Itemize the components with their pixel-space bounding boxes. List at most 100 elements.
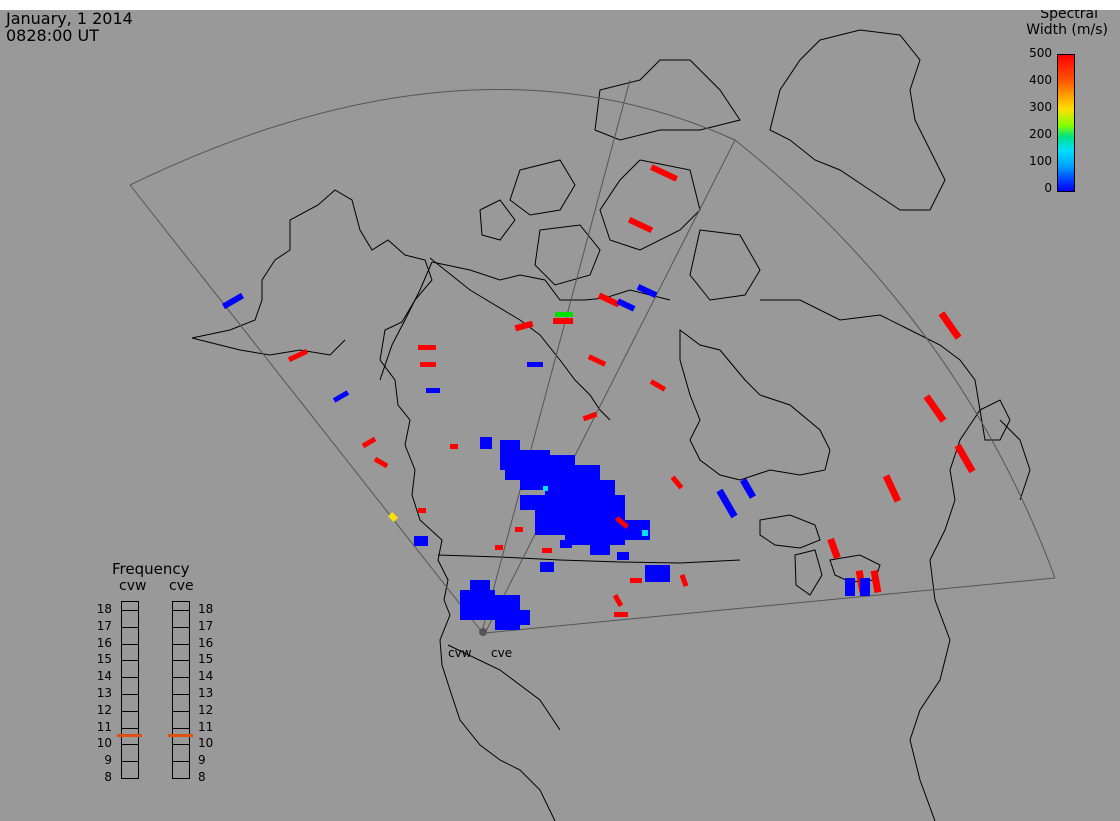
radar-echoes [221,164,976,630]
frequency-gridline [121,660,138,662]
echo-cell-blue [221,292,245,310]
frequency-tick-label: 13 [198,686,214,700]
echo-cell-blue [845,578,855,596]
frequency-gridline [121,626,138,628]
colorbar-tick-label: 200 [1029,127,1052,141]
radar-label-cve: cve [491,646,513,660]
echo-cell-red [615,516,629,529]
echo-cell-blob [470,580,490,600]
frequency-tick-label: 16 [96,635,112,650]
frequency-gridline [172,626,189,628]
echo-cell-red [418,508,426,513]
frequency-gridline [121,643,138,645]
echo-cell-red [614,612,628,617]
frequency-column-cve: cve [169,578,194,594]
frequency-gridline [172,643,189,645]
map-canvas [129,29,1056,821]
echo-cell-red [420,362,436,367]
echo-cell-blue [739,478,757,499]
date-label: January, 1 2014 [6,10,133,28]
frequency-gridline [172,744,189,746]
echo-cell-red [627,216,654,234]
frequency-gridline [121,677,138,679]
frequency-tick-label: 14 [198,669,214,684]
frequency-gridline [172,610,189,611]
frequency-gridline [172,761,189,763]
echo-cell-blue [716,488,738,519]
echo-cell-red [287,349,309,362]
echo-cell-red [418,345,436,350]
echo-cell-blob [480,437,492,449]
frequency-gridline [172,694,189,695]
frequency-marker-cve [168,734,193,738]
frequency-column-cvw: cvw [119,578,147,594]
echo-cell-blue [860,578,870,596]
echo-cell-green [555,312,573,317]
echo-cell-blue [426,388,440,393]
frequency-gridline [172,778,189,779]
echo-cell-cyan [642,530,648,536]
frequency-gridline [172,677,189,679]
frequency-gridline [121,778,138,779]
echo-cell-red [612,594,624,607]
echo-cell-red [882,474,902,503]
frequency-tick-label: 10 [96,736,112,751]
frequency-tick-label: 17 [96,618,112,633]
frequency-tick-label: 9 [104,753,112,768]
echo-cell-red [954,443,976,474]
echo-cell-red [630,578,642,583]
frequency-tick-label: 10 [198,736,214,751]
echo-cell-red [587,354,607,367]
echo-cell-red [670,475,684,490]
frequency-tick-label: 11 [96,719,112,734]
echo-cell-yellow [388,512,398,522]
radar-site-marker [479,628,487,636]
echo-cell-blue [540,562,554,572]
frequency-tick-label: 15 [96,652,112,667]
echo-cell-blue [560,540,572,548]
frequency-tick-label: 18 [96,602,112,616]
colorbar-tick-label: 400 [1029,73,1052,87]
time-label: 0828:00 UT [6,26,100,45]
echo-cell-red [542,548,552,553]
echo-cell-red [679,574,689,587]
echo-cell-blob [520,495,535,510]
echo-cell-blue [414,536,428,546]
frequency-tick-label: 12 [96,702,112,717]
echo-cell-cyan [543,486,548,491]
echo-cell-red [450,444,458,449]
frequency-tick-label: 12 [198,702,214,717]
echo-cell-blue [645,570,670,582]
frequency-gridline [121,744,138,746]
frequency-gridline [172,727,189,729]
frequency-gridline [121,694,138,695]
frequency-marker-cvw [117,734,142,738]
echo-cell-blob [590,540,610,555]
echo-cell-red [495,545,503,550]
echo-cell-blue [617,552,629,560]
frequency-gridline [172,660,189,662]
frequency-tick-label: 16 [198,635,214,650]
colorbar-tick-label: 0 [1044,181,1052,195]
echo-cell-blob [535,495,565,535]
echo-cell-red [923,394,947,423]
radar-label-cvw: cvw [448,646,472,660]
coastlines [191,29,1031,821]
frequency-tick-label: 8 [198,770,206,784]
echo-cell-blue [527,362,543,367]
echo-cell-red [582,411,598,422]
echo-cell-blob [505,460,520,480]
echo-cell-red [514,320,534,332]
frequency-tick-label: 11 [198,719,214,734]
colorbar-tick-label: 100 [1029,154,1052,168]
frequency-gridline [121,761,138,763]
frequency-title: Frequency [112,560,190,578]
radar-map-plot: January, 1 2014 0828:00 UT Spectral Widt… [0,10,1120,821]
echo-cell-red [870,570,882,593]
echo-cell-red [515,527,523,532]
colorbar-title-line1: Spectral [1040,10,1098,22]
frequency-tick-label: 8 [104,770,112,784]
echo-cell-blob [515,610,530,625]
colorbar-title-line2: Width (m/s) [1026,22,1108,38]
echo-cell-red [827,537,841,560]
